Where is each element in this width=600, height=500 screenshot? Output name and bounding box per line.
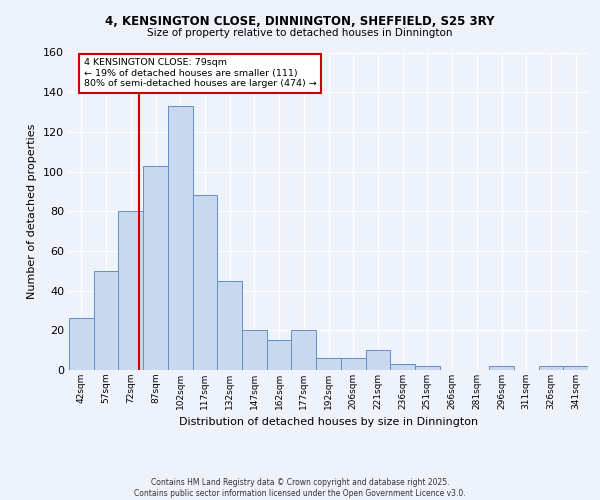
Bar [563, 366, 588, 370]
Bar [217, 280, 242, 370]
Bar [390, 364, 415, 370]
Bar [415, 366, 440, 370]
Bar [69, 318, 94, 370]
Bar [489, 366, 514, 370]
Bar [365, 350, 390, 370]
Bar [94, 271, 118, 370]
X-axis label: Distribution of detached houses by size in Dinnington: Distribution of detached houses by size … [179, 418, 478, 428]
Text: Size of property relative to detached houses in Dinnington: Size of property relative to detached ho… [147, 28, 453, 38]
Text: 4 KENSINGTON CLOSE: 79sqm
← 19% of detached houses are smaller (111)
80% of semi: 4 KENSINGTON CLOSE: 79sqm ← 19% of detac… [84, 58, 317, 88]
Bar [193, 196, 217, 370]
Bar [292, 330, 316, 370]
Bar [267, 340, 292, 370]
Bar [168, 106, 193, 370]
Bar [341, 358, 365, 370]
Bar [118, 211, 143, 370]
Text: Contains HM Land Registry data © Crown copyright and database right 2025.
Contai: Contains HM Land Registry data © Crown c… [134, 478, 466, 498]
Bar [316, 358, 341, 370]
Y-axis label: Number of detached properties: Number of detached properties [28, 124, 37, 299]
Text: 4, KENSINGTON CLOSE, DINNINGTON, SHEFFIELD, S25 3RY: 4, KENSINGTON CLOSE, DINNINGTON, SHEFFIE… [105, 15, 495, 28]
Bar [143, 166, 168, 370]
Bar [242, 330, 267, 370]
Bar [539, 366, 563, 370]
